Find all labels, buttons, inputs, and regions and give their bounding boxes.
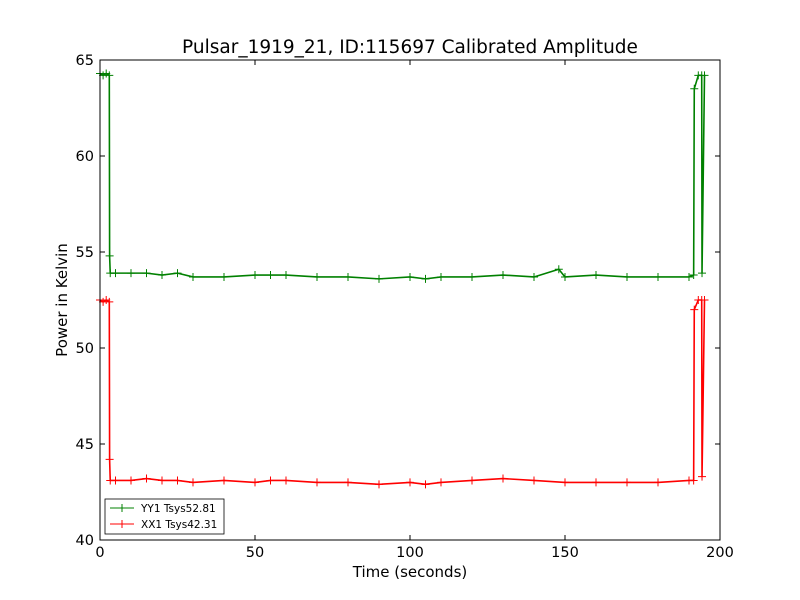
series-point-0 <box>421 274 430 283</box>
series-point-0 <box>685 272 693 281</box>
series-point-0 <box>592 271 600 280</box>
series-point-1 <box>251 478 259 487</box>
series-point-0 <box>142 269 151 278</box>
series-point-1 <box>105 297 114 306</box>
series-point-1 <box>561 478 569 487</box>
series-point-1 <box>344 478 352 487</box>
y-tick-label: 55 <box>76 245 94 261</box>
series-point-1 <box>499 474 507 483</box>
series-point-0 <box>105 71 114 80</box>
series-point-1 <box>142 474 151 483</box>
legend-label-yy1: YY1 Tsys52.81 <box>140 503 216 515</box>
series-point-0 <box>375 274 383 283</box>
series-point-1 <box>698 472 707 481</box>
legend-marker-yy1 <box>118 504 126 512</box>
series-point-1 <box>282 476 290 485</box>
series-point-1 <box>437 478 445 487</box>
series-point-1 <box>158 476 166 485</box>
series-point-1 <box>313 478 321 487</box>
y-tick-label: 65 <box>76 53 94 69</box>
series-point-0 <box>406 272 414 281</box>
series-point-0 <box>561 272 569 281</box>
series-point-1 <box>105 455 114 464</box>
series-point-1 <box>530 476 538 485</box>
series-point-1 <box>592 478 600 487</box>
y-tick-label: 40 <box>76 533 94 549</box>
series-point-0 <box>690 84 699 93</box>
legend-marker-xx1 <box>118 520 126 528</box>
x-tick-label: 200 <box>706 545 734 561</box>
series-point-1 <box>189 478 197 487</box>
series-layer <box>96 69 709 489</box>
series-point-0 <box>282 271 290 280</box>
series-point-1 <box>623 478 631 487</box>
legend: YY1 Tsys52.81 XX1 Tsys42.31 <box>104 498 225 535</box>
x-axis-label: Time (seconds) <box>352 563 468 581</box>
x-tick-label: 100 <box>396 545 424 561</box>
series-point-1 <box>111 476 120 485</box>
series-point-0 <box>700 71 709 80</box>
legend-box <box>104 498 225 535</box>
series-point-1 <box>421 480 430 489</box>
series-point-0 <box>344 272 352 281</box>
chart-title: Pulsar_1919_21, ID:115697 Calibrated Amp… <box>182 37 638 58</box>
series-point-0 <box>266 271 275 280</box>
series-point-1 <box>700 296 709 304</box>
series-point-1 <box>690 305 699 314</box>
series-point-0 <box>499 271 507 280</box>
series-point-0 <box>313 272 321 281</box>
series-point-1 <box>266 476 275 485</box>
series-point-0 <box>189 272 197 281</box>
series-point-1 <box>127 476 135 485</box>
series-point-0 <box>698 269 707 278</box>
series-point-1 <box>689 476 698 485</box>
y-tick-label: 45 <box>76 437 94 453</box>
series-point-1 <box>468 476 476 485</box>
series-point-0 <box>654 272 662 281</box>
series-point-1 <box>406 478 414 487</box>
y-axis-label: Power in Kelvin <box>53 243 71 357</box>
series-point-1 <box>173 476 182 485</box>
tick-layer: 0 50 100 150 200 40 45 50 55 60 65 <box>76 53 734 561</box>
series-point-0 <box>105 251 114 260</box>
x-tick-label: 0 <box>95 545 104 561</box>
series-point-0 <box>127 269 135 278</box>
legend-label-xx1: XX1 Tsys42.31 <box>141 519 217 531</box>
x-tick-label: 150 <box>551 545 579 561</box>
y-tick-label: 50 <box>76 341 94 357</box>
series-point-0 <box>111 269 120 278</box>
series-point-0 <box>437 272 445 281</box>
series-point-0 <box>623 272 631 281</box>
series-point-1 <box>375 480 383 489</box>
series-point-0 <box>158 271 166 280</box>
series-point-0 <box>530 272 538 281</box>
series-point-0 <box>173 269 182 278</box>
y-tick-label: 60 <box>76 149 94 165</box>
series-point-1 <box>220 476 228 485</box>
x-tick-label: 50 <box>246 545 264 561</box>
series-point-0 <box>251 271 259 280</box>
series-point-0 <box>689 271 698 280</box>
series-point-1 <box>654 478 662 487</box>
series-point-0 <box>554 265 563 274</box>
series-point-0 <box>220 272 228 281</box>
series-point-0 <box>468 272 476 281</box>
